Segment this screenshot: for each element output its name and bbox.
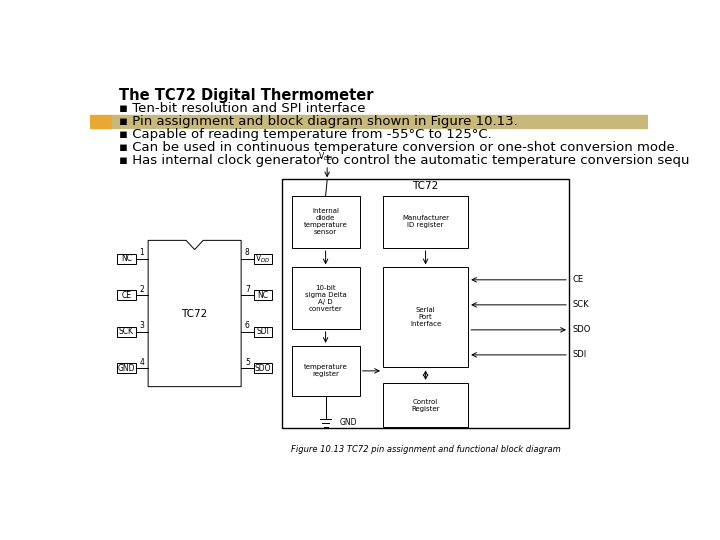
Bar <box>292 267 360 329</box>
Text: 1: 1 <box>140 248 144 257</box>
Text: 2: 2 <box>140 285 144 294</box>
Text: V$_{DD}$: V$_{DD}$ <box>255 252 271 265</box>
Text: SCK: SCK <box>119 327 134 336</box>
Text: 5: 5 <box>245 358 250 367</box>
Bar <box>383 195 468 248</box>
Text: SDO: SDO <box>572 326 590 334</box>
Bar <box>383 267 468 367</box>
Text: 10-bit
sigma Delta
A/ D
converter: 10-bit sigma Delta A/ D converter <box>305 285 346 312</box>
Bar <box>282 179 569 428</box>
Text: Manufacturer
ID register: Manufacturer ID register <box>402 215 449 228</box>
Bar <box>117 254 136 264</box>
Text: Internal
diode
temperature
sensor: Internal diode temperature sensor <box>304 208 348 235</box>
Text: SCK: SCK <box>572 300 589 309</box>
Bar <box>90 115 112 128</box>
Text: ▪ Capable of reading temperature from -55°C to 125°C.: ▪ Capable of reading temperature from -5… <box>120 128 492 141</box>
Text: The TC72 Digital Thermometer: The TC72 Digital Thermometer <box>120 88 374 103</box>
Text: 8: 8 <box>245 248 250 257</box>
Bar <box>292 346 360 396</box>
Text: GND: GND <box>340 418 357 427</box>
Text: 6: 6 <box>245 321 250 330</box>
Text: ▪ Pin assignment and block diagram shown in Figure 10.13.: ▪ Pin assignment and block diagram shown… <box>120 115 518 128</box>
Text: 4: 4 <box>140 358 145 367</box>
Text: NC: NC <box>257 291 269 300</box>
Bar <box>112 115 648 128</box>
Text: TC72: TC72 <box>181 308 208 319</box>
Bar <box>117 290 136 300</box>
Bar <box>383 383 468 428</box>
Text: Control
Register: Control Register <box>411 399 440 411</box>
Bar <box>117 363 136 373</box>
Text: V$_{DD}$: V$_{DD}$ <box>318 151 333 164</box>
Bar <box>253 363 272 373</box>
Text: ▪ Has internal clock generator to control the automatic temperature conversion s: ▪ Has internal clock generator to contro… <box>120 154 690 167</box>
Text: 3: 3 <box>140 321 145 330</box>
Text: TC72: TC72 <box>413 181 438 192</box>
Text: CE: CE <box>572 275 583 285</box>
Text: SDI: SDI <box>572 350 586 360</box>
Text: ▪ Ten-bit resolution and SPI interface: ▪ Ten-bit resolution and SPI interface <box>120 102 366 115</box>
Text: CE: CE <box>122 291 132 300</box>
Text: Figure 10.13 TC72 pin assignment and functional block diagram: Figure 10.13 TC72 pin assignment and fun… <box>291 446 560 454</box>
Bar <box>117 327 136 337</box>
Bar <box>253 327 272 337</box>
Text: temperature
register: temperature register <box>304 364 348 377</box>
Text: GND: GND <box>117 364 135 373</box>
Text: SDO: SDO <box>255 364 271 373</box>
Text: NC: NC <box>121 254 132 263</box>
Text: SDI: SDI <box>256 327 269 336</box>
Text: 7: 7 <box>245 285 250 294</box>
Text: Serial
Port
Interface: Serial Port Interface <box>410 307 441 327</box>
Text: ▪ Can be used in continuous temperature conversion or one-shot conversion mode.: ▪ Can be used in continuous temperature … <box>120 141 680 154</box>
Bar <box>253 290 272 300</box>
Polygon shape <box>148 240 241 387</box>
Bar <box>292 195 360 248</box>
Bar <box>253 254 272 264</box>
